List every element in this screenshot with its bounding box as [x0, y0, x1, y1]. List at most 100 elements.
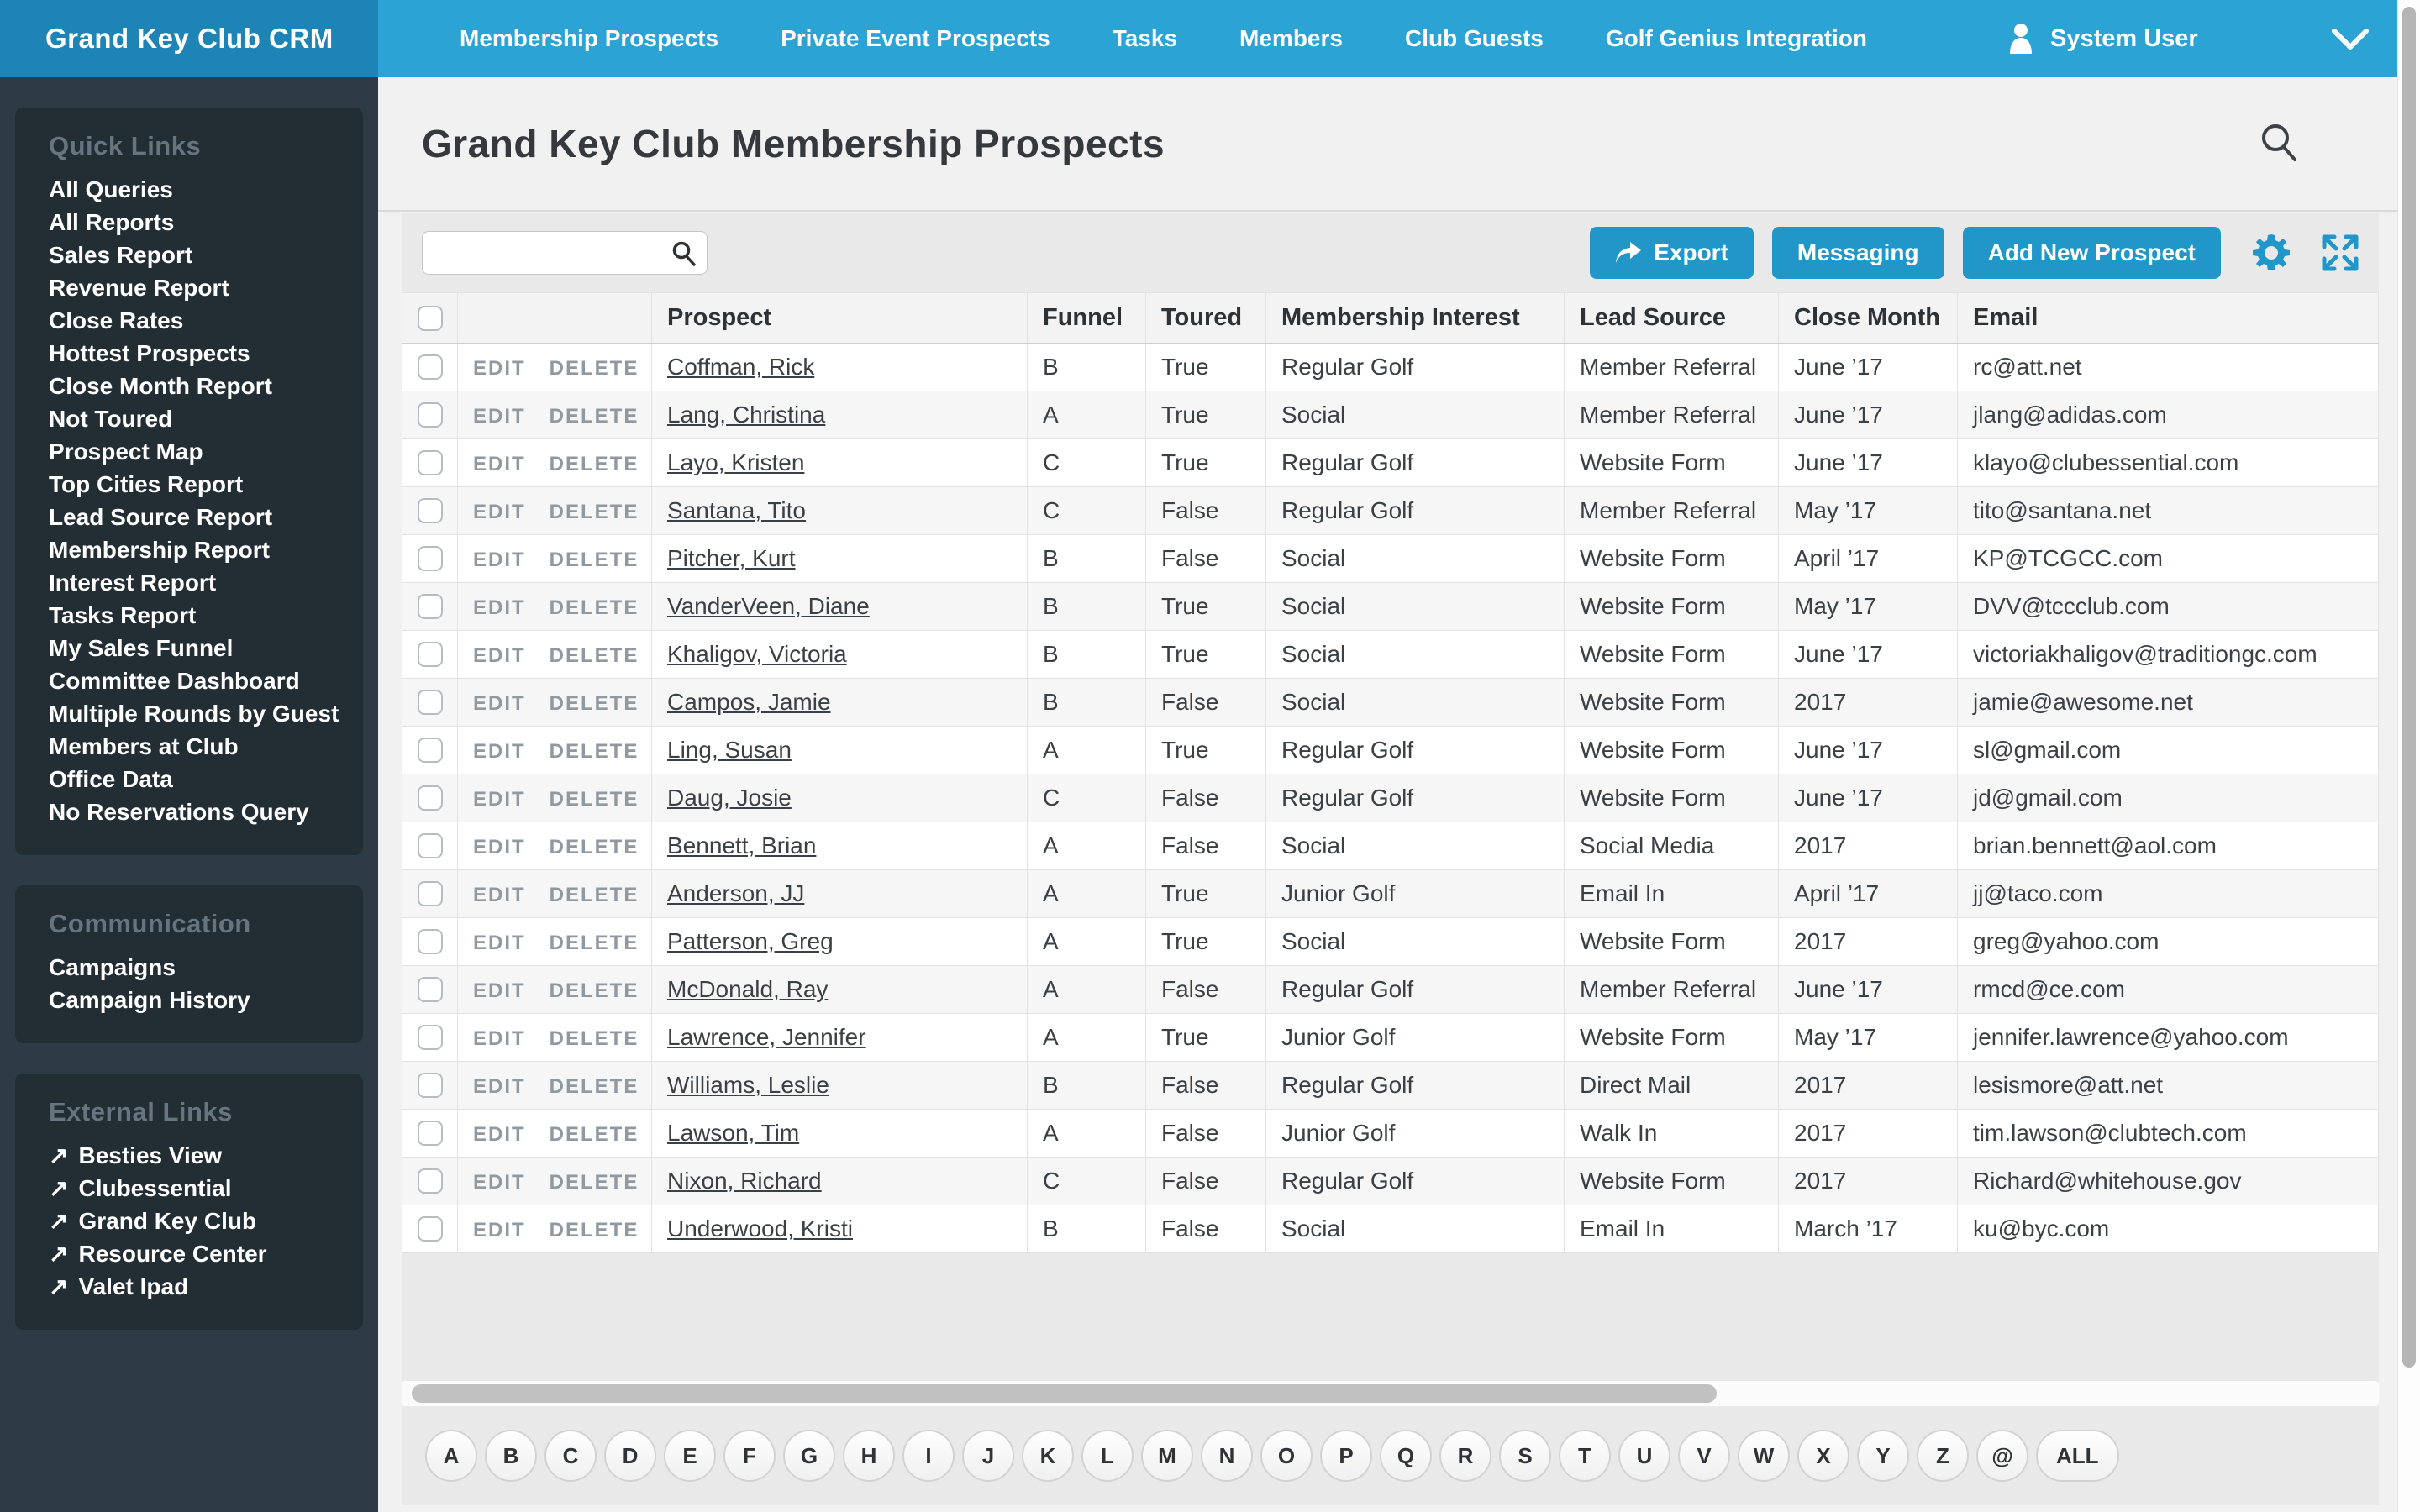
alpha-button-q[interactable]: Q	[1380, 1430, 1432, 1482]
sidebar-item-multiple-rounds-by-guest[interactable]: Multiple Rounds by Guest	[49, 701, 339, 727]
edit-action[interactable]: EDIT	[473, 596, 526, 619]
alpha-button-k[interactable]: K	[1022, 1430, 1074, 1482]
user-menu[interactable]: System User	[2007, 0, 2198, 77]
prospect-link[interactable]: Khaligov, Victoria	[667, 641, 847, 667]
edit-action[interactable]: EDIT	[473, 357, 526, 380]
alpha-button-c[interactable]: C	[544, 1430, 597, 1482]
delete-action[interactable]: DELETE	[549, 1171, 639, 1194]
delete-action[interactable]: DELETE	[549, 932, 639, 954]
alpha-button-j[interactable]: J	[962, 1430, 1014, 1482]
delete-action[interactable]: DELETE	[549, 884, 639, 906]
alpha-button-f[interactable]: F	[723, 1430, 776, 1482]
row-checkbox[interactable]	[417, 1168, 443, 1194]
alpha-button-y[interactable]: Y	[1857, 1430, 1909, 1482]
prospect-link[interactable]: McDonald, Ray	[667, 976, 829, 1002]
sidebar-item-tasks-report[interactable]: Tasks Report	[49, 602, 197, 628]
edit-action[interactable]: EDIT	[473, 932, 526, 954]
sidebar-item-my-sales-funnel[interactable]: My Sales Funnel	[49, 635, 234, 661]
sidebar-item-prospect-map[interactable]: Prospect Map	[49, 438, 203, 465]
prospect-link[interactable]: Layo, Kristen	[667, 449, 805, 475]
delete-action[interactable]: DELETE	[549, 1219, 639, 1242]
search-input-icon[interactable]	[672, 241, 696, 266]
export-button[interactable]: Export	[1590, 227, 1754, 279]
sidebar-item-members-at-club[interactable]: Members at Club	[49, 733, 239, 759]
delete-action[interactable]: DELETE	[549, 1075, 639, 1098]
alpha-button-t[interactable]: T	[1559, 1430, 1611, 1482]
prospect-link[interactable]: Ling, Susan	[667, 737, 792, 763]
edit-action[interactable]: EDIT	[473, 405, 526, 428]
sidebar-item-interest-report[interactable]: Interest Report	[49, 570, 217, 596]
edit-action[interactable]: EDIT	[473, 644, 526, 667]
prospect-link[interactable]: Underwood, Kristi	[667, 1215, 853, 1242]
edit-action[interactable]: EDIT	[473, 1123, 526, 1146]
sidebar-item-close-rates[interactable]: Close Rates	[49, 307, 184, 333]
row-checkbox[interactable]	[417, 546, 443, 571]
row-checkbox[interactable]	[417, 929, 443, 954]
add-new-prospect-button[interactable]: Add New Prospect	[1962, 227, 2221, 279]
edit-action[interactable]: EDIT	[473, 836, 526, 858]
alpha-button-i[interactable]: I	[902, 1430, 955, 1482]
sidebar-item-no-reservations-query[interactable]: No Reservations Query	[49, 799, 309, 825]
delete-action[interactable]: DELETE	[549, 453, 639, 475]
alpha-button-z[interactable]: Z	[1917, 1430, 1969, 1482]
table-search-input[interactable]	[422, 231, 708, 275]
prospect-link[interactable]: Santana, Tito	[667, 497, 807, 523]
nav-item-club-guests[interactable]: Club Guests	[1404, 25, 1544, 51]
edit-action[interactable]: EDIT	[473, 884, 526, 906]
delete-action[interactable]: DELETE	[549, 836, 639, 858]
prospect-link[interactable]: Daug, Josie	[667, 785, 792, 811]
chevron-down-icon[interactable]	[2332, 29, 2369, 50]
prospect-link[interactable]: Anderson, JJ	[667, 880, 805, 906]
sidebar-item-campaign-history[interactable]: Campaign History	[49, 987, 250, 1013]
row-checkbox[interactable]	[417, 1025, 443, 1050]
prospect-link[interactable]: Pitcher, Kurt	[667, 545, 796, 571]
nav-item-members[interactable]: Members	[1239, 25, 1343, 51]
edit-action[interactable]: EDIT	[473, 692, 526, 715]
delete-action[interactable]: DELETE	[549, 692, 639, 715]
row-checkbox[interactable]	[417, 881, 443, 906]
alpha-button-v[interactable]: V	[1678, 1430, 1730, 1482]
edit-action[interactable]: EDIT	[473, 788, 526, 811]
alpha-button-l[interactable]: L	[1081, 1430, 1134, 1482]
alpha-button-p[interactable]: P	[1320, 1430, 1372, 1482]
row-checkbox[interactable]	[417, 785, 443, 811]
delete-action[interactable]: DELETE	[549, 405, 639, 428]
row-checkbox[interactable]	[417, 498, 443, 523]
horizontal-scrollbar-thumb[interactable]	[412, 1384, 1717, 1403]
nav-item-membership-prospects[interactable]: Membership Prospects	[460, 25, 719, 51]
alpha-button-e[interactable]: E	[664, 1430, 716, 1482]
delete-action[interactable]: DELETE	[549, 596, 639, 619]
expand-fullscreen-icon[interactable]	[2322, 234, 2359, 271]
sidebar-item-hottest-prospects[interactable]: Hottest Prospects	[49, 340, 250, 366]
sidebar-item-valet-ipad[interactable]: ↗ Valet Ipad	[49, 1270, 350, 1303]
alpha-button-d[interactable]: D	[604, 1430, 656, 1482]
vertical-scrollbar-thumb[interactable]	[2402, 7, 2416, 1368]
sidebar-item-committee-dashboard[interactable]: Committee Dashboard	[49, 668, 300, 694]
row-checkbox[interactable]	[417, 833, 443, 858]
sidebar-item-sales-report[interactable]: Sales Report	[49, 242, 193, 268]
sidebar-item-close-month-report[interactable]: Close Month Report	[49, 373, 272, 399]
prospect-link[interactable]: Lawson, Tim	[667, 1120, 800, 1146]
delete-action[interactable]: DELETE	[549, 644, 639, 667]
alpha-button-a[interactable]: A	[425, 1430, 477, 1482]
prospect-link[interactable]: Bennett, Brian	[667, 832, 817, 858]
sidebar-item-revenue-report[interactable]: Revenue Report	[49, 275, 229, 301]
sidebar-item-all-reports[interactable]: All Reports	[49, 209, 175, 235]
alpha-button-all[interactable]: ALL	[2036, 1430, 2119, 1482]
alpha-button-g[interactable]: G	[783, 1430, 835, 1482]
prospect-link[interactable]: Coffman, Rick	[667, 354, 815, 380]
alpha-button-u[interactable]: U	[1618, 1430, 1670, 1482]
row-checkbox[interactable]	[417, 642, 443, 667]
sidebar-item-besties-view[interactable]: ↗ Besties View	[49, 1139, 350, 1172]
alpha-button-h[interactable]: H	[843, 1430, 895, 1482]
edit-action[interactable]: EDIT	[473, 979, 526, 1002]
alpha-button-o[interactable]: O	[1260, 1430, 1313, 1482]
prospect-link[interactable]: Nixon, Richard	[667, 1168, 822, 1194]
alpha-button-w[interactable]: W	[1738, 1430, 1790, 1482]
sidebar-item-clubessential[interactable]: ↗ Clubessential	[49, 1172, 350, 1205]
delete-action[interactable]: DELETE	[549, 979, 639, 1002]
row-checkbox[interactable]	[417, 594, 443, 619]
alpha-button-r[interactable]: R	[1439, 1430, 1491, 1482]
row-checkbox[interactable]	[417, 450, 443, 475]
nav-item-private-event-prospects[interactable]: Private Event Prospects	[781, 25, 1050, 51]
